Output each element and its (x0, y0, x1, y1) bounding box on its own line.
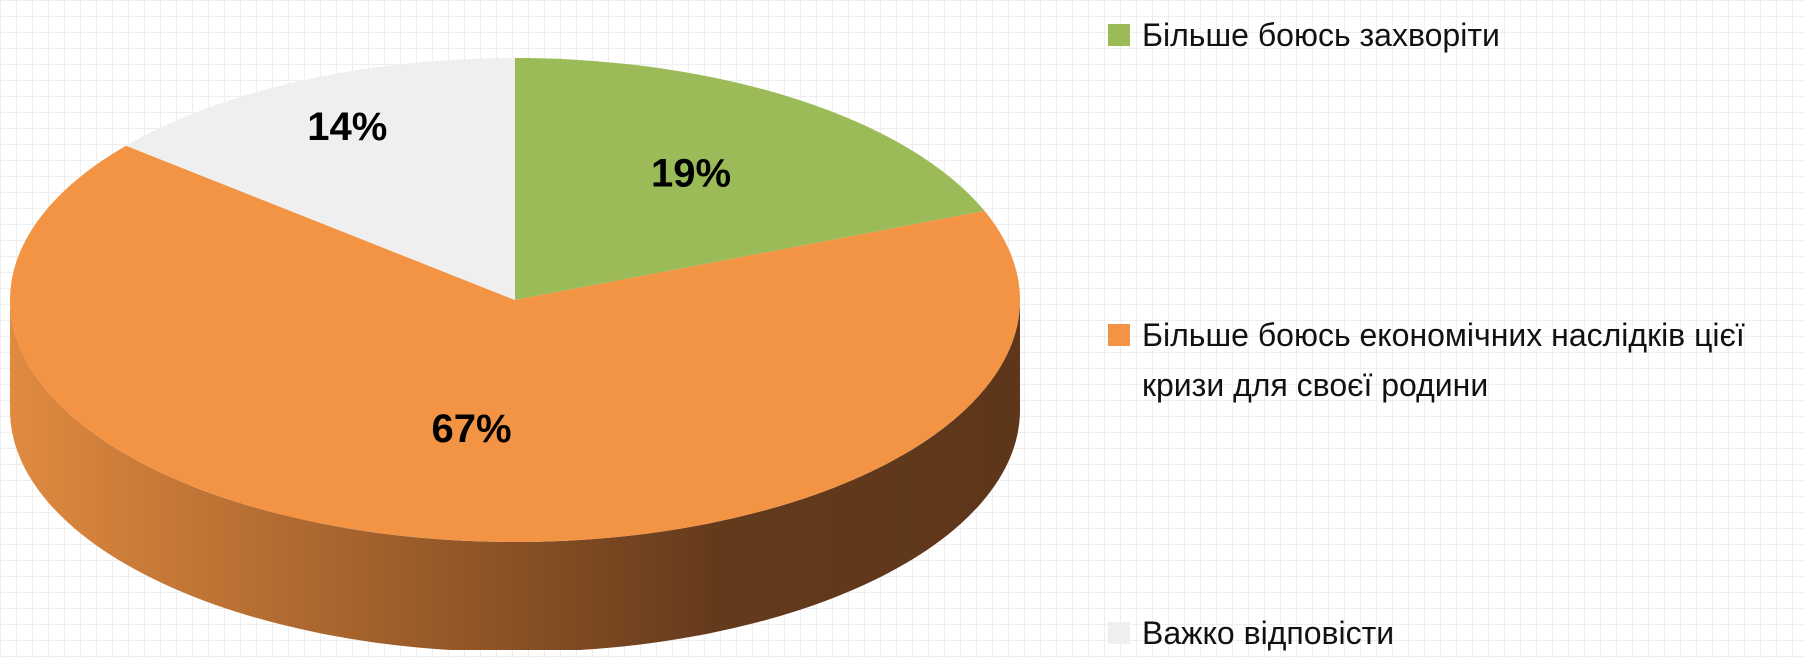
data-label: 67% (432, 407, 512, 451)
legend-swatch (1108, 324, 1130, 346)
legend-label: Більше боюсь захворіти (1142, 17, 1500, 53)
data-label: 19% (651, 151, 731, 195)
pie-slice (10, 145, 1021, 542)
legend-item: Більше боюсь захворіти (1108, 10, 1798, 60)
legend-swatch (1108, 24, 1130, 46)
pie-slice (515, 58, 985, 300)
data-label: 14% (307, 105, 387, 149)
legend-label: Більше боюсь економічних наслідків цієї … (1142, 317, 1745, 403)
legend-item: Важко відповісти (1108, 608, 1798, 658)
pie-slice (125, 57, 516, 300)
legend-swatch (1108, 622, 1130, 644)
chart: 19% 67% 14% (10, 57, 1021, 650)
legend-label: Важко відповісти (1142, 615, 1395, 651)
legend-item: Більше боюсь економічних наслідків цієї … (1108, 310, 1798, 410)
pie-side (10, 300, 1020, 650)
